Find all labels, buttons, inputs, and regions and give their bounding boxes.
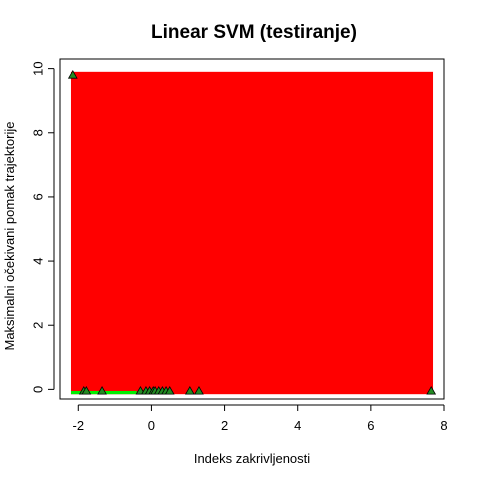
x-axis-label: Indeks zakrivljenosti [194, 451, 310, 466]
y-tick-label: 6 [31, 193, 46, 200]
region-class-positive [70, 71, 434, 395]
y-axis-label: Maksimalni očekivani pomak trajektorije [2, 121, 17, 350]
plot-frame [59, 58, 445, 400]
data-point [81, 385, 92, 395]
y-tick-label: 10 [31, 61, 46, 75]
data-point [67, 70, 78, 79]
data-point [164, 385, 175, 395]
data-point [184, 385, 195, 395]
y-axis: 0 2 4 6 8 10 [31, 61, 55, 393]
x-axis: -2 0 2 4 6 8 [73, 404, 448, 433]
y-tick-label: 4 [31, 257, 46, 264]
x-tick-label: 4 [294, 418, 301, 433]
y-tick-label: 2 [31, 322, 46, 329]
chart-title: Linear SVM (testiranje) [151, 22, 357, 43]
data-point [97, 385, 107, 395]
x-tick-label: -2 [73, 418, 85, 433]
data-points [67, 70, 437, 395]
x-tick-label: 0 [148, 418, 155, 433]
y-tick-label: 8 [31, 129, 46, 136]
x-tick-label: 8 [440, 418, 447, 433]
x-tick-label: 6 [367, 418, 374, 433]
data-point [194, 385, 204, 395]
x-tick-label: 2 [221, 418, 228, 433]
y-tick-label: 0 [31, 386, 46, 393]
data-point [426, 385, 437, 395]
decision-regions [70, 71, 434, 395]
